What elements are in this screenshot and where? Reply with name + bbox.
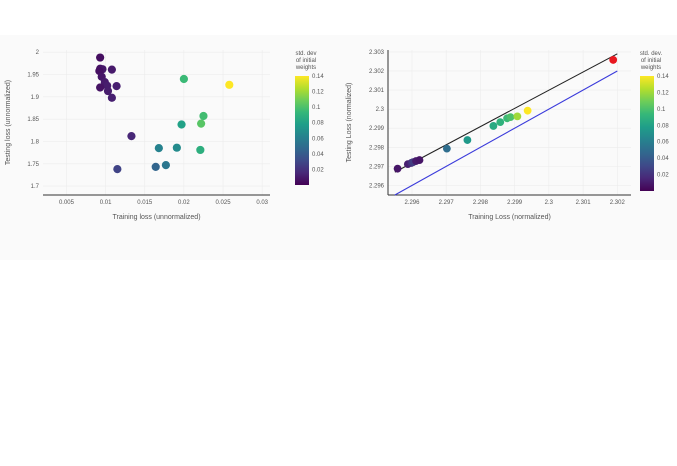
scatter-point	[161, 161, 170, 170]
x-tick-label: 2.297	[439, 200, 455, 206]
colorbar-tick-label: 0.12	[657, 90, 669, 96]
scatter-point	[196, 145, 205, 155]
chart-unnormalized: 0.005 0.01 0.015 0.02 0.025 0.03 1.7 1.75 1.8 1.8…	[5, 50, 324, 221]
x-axis-label: Training Loss (normalized)	[468, 214, 551, 221]
scatter-point	[496, 118, 505, 127]
x-tick-label: 0.015	[137, 200, 153, 206]
y-tick-label: 2.3	[376, 107, 385, 113]
scatter-point	[225, 80, 234, 89]
y-tick-label: 1.85	[27, 117, 39, 123]
y-tick-label: 1.9	[31, 95, 40, 101]
x-tick-label: 2.296	[404, 200, 420, 206]
colorbar-tick-label: 0.02	[657, 173, 669, 179]
y-tick-label: 2	[36, 50, 40, 56]
colorbar	[640, 76, 654, 191]
y-tick-label: 2.299	[369, 126, 385, 132]
x-axis-label: Training loss (unnormalized)	[112, 214, 200, 221]
scatter-point	[442, 144, 451, 153]
colorbar-tick-label: 0.06	[312, 136, 324, 142]
colorbar-title: of initial	[641, 58, 661, 64]
y-axis-label: Testing loss (unnormalized)	[5, 80, 12, 165]
y-tick-label: 2.303	[369, 50, 385, 56]
y-tick-label: 2.298	[369, 145, 385, 151]
plot-area	[388, 50, 631, 195]
y-axis-label: Testing Loss (normalized)	[346, 83, 353, 163]
scatter-point	[107, 93, 116, 102]
colorbar-tick-label: 0.08	[312, 121, 324, 127]
reference-line-2	[394, 70, 618, 196]
colorbar-title: std. dev	[295, 51, 316, 57]
scatter-point	[154, 144, 163, 153]
y-tick-label: 2.301	[369, 88, 385, 94]
colorbar-title: weights	[295, 65, 316, 71]
colorbar-tick-label: 0.1	[312, 105, 321, 111]
y-tick-label: 1.7	[31, 184, 40, 190]
y-tick-label: 2.297	[369, 164, 385, 170]
y-tick-label: 2.296	[369, 183, 385, 189]
y-tick-label: 2.302	[369, 69, 385, 75]
scatter-point	[113, 165, 122, 174]
colorbar-title: weights	[640, 65, 661, 71]
colorbar	[295, 76, 309, 185]
y-tick-label: 1.75	[27, 162, 39, 168]
scatter-point	[393, 164, 402, 173]
chart-normalized: 2.296 2.297 2.298 2.299 2.3 2.301 2.302 2.296 2.…	[346, 50, 669, 221]
scatter-point	[513, 112, 522, 121]
x-tick-label: 0.03	[256, 200, 268, 206]
x-tick-label: 2.302	[610, 200, 626, 206]
scatter-point	[199, 111, 208, 121]
scatter-point	[151, 162, 160, 171]
colorbar-tick-label: 0.06	[657, 140, 669, 146]
x-tick-label: 0.02	[178, 200, 190, 206]
y-tick-label: 1.95	[27, 73, 39, 79]
figure-panel: 0.005 0.01 0.015 0.02 0.025 0.03 1.7 1.75 1.8 1.8…	[0, 35, 677, 260]
scatter-point	[179, 74, 188, 84]
scatter-point	[463, 136, 472, 144]
colorbar-tick-label: 0.12	[312, 90, 324, 96]
colorbar-tick-label: 0.04	[312, 152, 324, 158]
scatter-point	[172, 143, 181, 152]
colorbar-tick-label: 0.14	[657, 74, 669, 80]
colorbar-tick-label: 0.04	[657, 156, 669, 162]
x-tick-label: 2.301	[576, 200, 592, 206]
x-tick-label: 0.025	[216, 200, 232, 206]
scatter-point	[112, 82, 121, 91]
colorbar-tick-label: 0.1	[657, 107, 666, 113]
x-tick-label: 2.298	[473, 200, 489, 206]
scatter-point	[127, 132, 136, 141]
x-tick-label: 0.01	[100, 200, 112, 206]
scatter-point	[177, 120, 186, 129]
x-tick-label: 0.005	[59, 200, 75, 206]
scatter-point	[96, 53, 105, 62]
scatter-point	[103, 86, 113, 96]
colorbar-title: of initial	[296, 58, 316, 64]
scatter-point	[415, 156, 424, 164]
scatter-point	[506, 113, 515, 122]
scatter-point	[96, 83, 105, 92]
colorbar-tick-label: 0.14	[312, 74, 324, 80]
colorbar-title: std. dev.	[640, 51, 663, 57]
colorbar-tick-label: 0.02	[312, 167, 324, 173]
scatter-point	[609, 56, 618, 64]
y-tick-label: 1.8	[31, 139, 40, 145]
plot-area	[43, 50, 270, 195]
scatter-point	[197, 119, 206, 128]
colorbar-tick-label: 0.08	[657, 123, 669, 129]
scatter-point	[107, 65, 116, 74]
x-tick-label: 2.299	[507, 200, 523, 206]
scatter-point	[523, 106, 532, 115]
reference-line-1	[394, 53, 618, 173]
scatter-point	[489, 122, 498, 130]
x-tick-label: 2.3	[545, 200, 554, 206]
